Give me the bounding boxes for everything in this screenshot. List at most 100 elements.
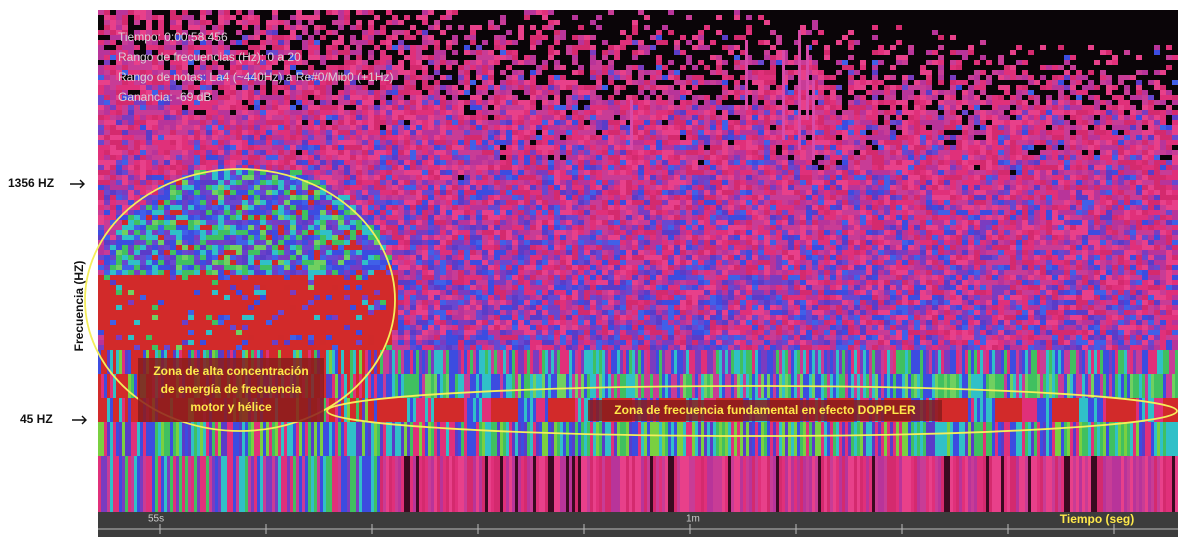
spectrogram-cell <box>1106 150 1112 155</box>
spectrogram-cell <box>794 195 800 200</box>
spectrogram-cell <box>1172 170 1178 175</box>
spectrogram-cell <box>476 110 482 115</box>
spectrogram-cell <box>464 160 470 165</box>
spectrogram-cell <box>1004 85 1010 90</box>
spectrogram-cell <box>404 195 410 200</box>
spectrogram-cell <box>368 130 374 135</box>
spectrogram-cell <box>422 180 428 185</box>
spectrogram-cell <box>104 145 110 150</box>
spectrogram-cell <box>452 150 458 155</box>
spectrogram-cell <box>1136 80 1142 85</box>
spectrogram-cell <box>806 130 812 135</box>
spectrogram-cell <box>98 45 104 50</box>
spectrogram-cell <box>866 170 872 175</box>
spectrogram-cell <box>116 170 122 175</box>
spectrogram-cell <box>752 110 758 115</box>
spectrogram-cell <box>1172 130 1178 135</box>
spectrogram-cell <box>662 85 668 90</box>
spectrogram-cell <box>590 75 596 80</box>
spectrogram-cell <box>812 65 818 70</box>
spectrogram-cell <box>332 180 338 185</box>
spectrogram-cell <box>614 100 620 105</box>
spectrogram-cell <box>302 40 308 45</box>
spectrogram-cell <box>716 195 722 200</box>
spectrogram-cell <box>128 130 134 135</box>
spectrogram-cell <box>872 105 878 110</box>
spectrogram-cell <box>1100 120 1106 125</box>
spectrogram-cell <box>470 100 476 105</box>
spectrogram-cell <box>338 100 344 105</box>
spectrogram-cell <box>260 110 266 115</box>
spectrogram-cell <box>182 150 188 155</box>
spectrogram-cell <box>1100 165 1106 170</box>
spectrogram-cell <box>686 55 692 60</box>
spectrogram-cell <box>464 165 470 170</box>
spectrogram-cell <box>98 135 104 140</box>
spectrogram-cell <box>1100 160 1106 165</box>
spectrogram-cell <box>728 170 734 175</box>
spectrogram-cell <box>1088 95 1094 100</box>
spectrogram-cell <box>710 55 716 60</box>
spectrogram-cell <box>536 40 542 45</box>
spectrogram-cell <box>812 75 818 80</box>
spectrogram-cell <box>914 115 920 120</box>
spectrogram-cell <box>152 175 158 180</box>
spectrogram-cell <box>530 165 536 170</box>
spectrogram-cell <box>314 110 320 115</box>
spectrogram-cell <box>428 85 434 90</box>
spectrogram-cell <box>992 195 998 200</box>
spectrogram-cell <box>902 195 908 200</box>
spectrogram-cell <box>734 15 740 20</box>
spectrogram-cell <box>476 65 482 70</box>
spectrogram-cell <box>578 40 584 45</box>
spectrogram-cell <box>1118 95 1124 100</box>
spectrogram-cell <box>554 80 560 85</box>
spectrogram-cell <box>194 185 200 190</box>
spectrogram-cell <box>206 125 212 130</box>
spectrogram-cell <box>224 20 230 25</box>
spectrogram-cell <box>518 150 524 155</box>
spectrogram-cell <box>968 150 974 155</box>
spectrogram-cell <box>428 60 434 65</box>
spectrogram-cell <box>1118 180 1124 185</box>
spectrogram-cell <box>410 90 416 95</box>
spectrogram-cell <box>824 145 830 150</box>
spectrogram-cell <box>554 120 560 125</box>
spectrogram-cell <box>920 85 926 90</box>
spectrogram-cell <box>350 130 356 135</box>
spectrogram-cell <box>1160 100 1166 105</box>
spectrogram-cell <box>914 130 920 135</box>
spectrogram-cell <box>266 145 272 150</box>
spectrogram-cell <box>536 95 542 100</box>
spectrogram-cell <box>464 65 470 70</box>
spectrogram-cell <box>968 85 974 90</box>
spectrogram-cell <box>554 195 560 200</box>
spectrogram-cell <box>134 155 140 160</box>
spectrogram-cell <box>704 185 710 190</box>
spectrogram-cell <box>1136 110 1142 115</box>
spectrogram-cell <box>986 170 992 175</box>
spectrogram-cell <box>212 90 218 95</box>
spectrogram-cell <box>1046 140 1052 145</box>
spectrogram-cell <box>260 135 266 140</box>
spectrogram-cell <box>230 100 236 105</box>
spectrogram-cell <box>434 100 440 105</box>
spectrogram-cell <box>248 195 254 200</box>
spectrogram-cell <box>104 55 110 60</box>
spectrogram-cell <box>482 60 488 65</box>
spectrogram-cell <box>806 120 812 125</box>
spectrogram-cell <box>242 155 248 160</box>
spectrogram-cell <box>674 40 680 45</box>
spectrogram-cell <box>476 55 482 60</box>
spectrogram-cell <box>1040 150 1046 155</box>
spectrogram-cell <box>1076 185 1082 190</box>
spectrogram-cell <box>344 165 350 170</box>
spectrogram-cell <box>1046 80 1052 85</box>
spectrogram-cell <box>1154 110 1160 115</box>
spectrogram-cell <box>1124 90 1130 95</box>
spectrogram-cell <box>956 65 962 70</box>
spectrogram-cell <box>638 140 644 145</box>
spectrogram-cell <box>500 45 506 50</box>
spectrogram-cell <box>860 130 866 135</box>
spectrogram-cell <box>452 105 458 110</box>
